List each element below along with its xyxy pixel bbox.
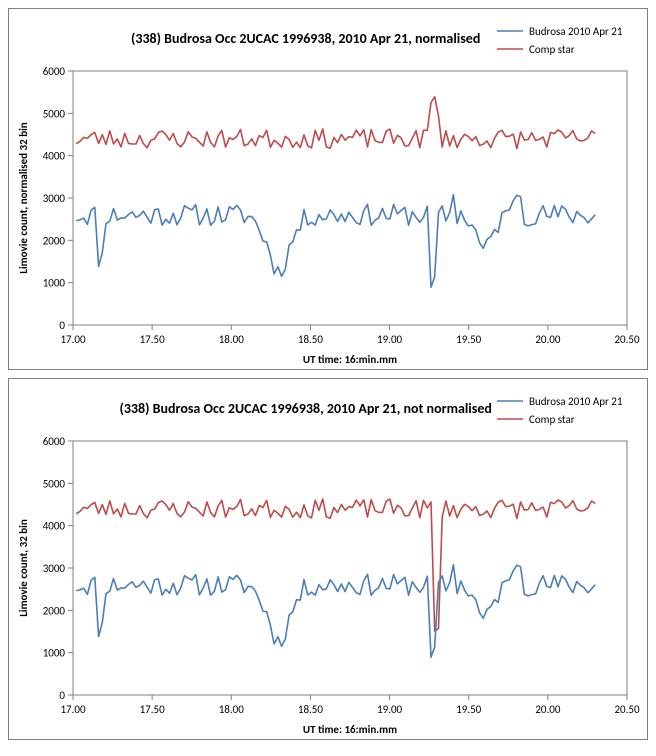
chart-panel-not-normalised: 0 1000 2000 3000 4000 5000 6000 17.00 17.50 18.00… [8,378,648,740]
x-tick-label: 19.00 [377,333,403,346]
chart-svg-top: 0 1000 2000 3000 4000 5000 6000 17.00 17.50 18.00… [9,9,649,369]
x-tick-label: 17.00 [60,703,86,716]
x-tick-label: 17.00 [60,333,86,346]
legend-label-s2: Comp star [529,413,575,426]
x-tick-label: 19.50 [456,333,482,346]
series-comp-star [76,97,595,149]
x-tick-label: 18.50 [298,703,324,716]
y-tick-label: 2000 [43,234,66,247]
x-tick-label: 18.00 [219,703,245,716]
y-tick-label: 6000 [43,435,66,448]
y-tick-label: 2000 [43,604,66,617]
x-tick-label: 18.50 [298,333,324,346]
x-tick-label: 19.50 [456,703,482,716]
y-tick-label: 6000 [43,65,66,78]
chart-panel-normalised: 0 1000 2000 3000 4000 5000 6000 17.00 17.50 18.00… [8,8,648,370]
x-tick-label: 20.50 [614,333,640,346]
y-tick-label: 1000 [43,277,66,290]
x-tick-label: 19.00 [377,703,403,716]
x-tick-label: 20.00 [535,703,561,716]
x-tick-label: 18.00 [219,333,245,346]
chart-title: (338) Budrosa Occ 2UCAC 1996938, 2010 Ap… [119,400,491,417]
x-axis-label: UT time: 16:min.mm [303,723,397,736]
y-tick-label: 3000 [43,562,66,575]
x-tick-label: 17.50 [140,703,166,716]
plot-area [73,71,627,325]
x-tick-label: 20.50 [614,703,640,716]
y-tick-label: 0 [59,689,65,702]
y-tick-label: 1000 [43,647,66,660]
y-tick-label: 4000 [43,520,66,533]
series-budrosa [76,195,595,287]
y-axis-label: Limovie count, normalised 32 bin [17,122,30,273]
plot-area [73,441,627,695]
legend-label-s1: Budrosa 2010 Apr 21 [529,395,623,408]
legend-label-s1: Budrosa 2010 Apr 21 [529,25,623,38]
chart-title: (338) Budrosa Occ 2UCAC 1996938, 2010 Ap… [131,30,480,47]
y-tick-label: 4000 [43,150,66,163]
y-tick-label: 5000 [43,477,66,490]
x-tick-label: 20.00 [535,333,561,346]
y-tick-label: 3000 [43,192,66,205]
series-budrosa [76,565,595,657]
y-tick-label: 0 [59,319,65,332]
y-axis-label: Limovie count, 32 bin [17,519,30,617]
legend-label-s2: Comp star [529,43,575,56]
x-tick-label: 17.50 [140,333,166,346]
x-axis-label: UT time: 16:min.mm [303,353,397,366]
y-tick-label: 5000 [43,107,66,120]
chart-svg-bot: 0 1000 2000 3000 4000 5000 6000 17.00 17.50 18.00… [9,379,649,739]
